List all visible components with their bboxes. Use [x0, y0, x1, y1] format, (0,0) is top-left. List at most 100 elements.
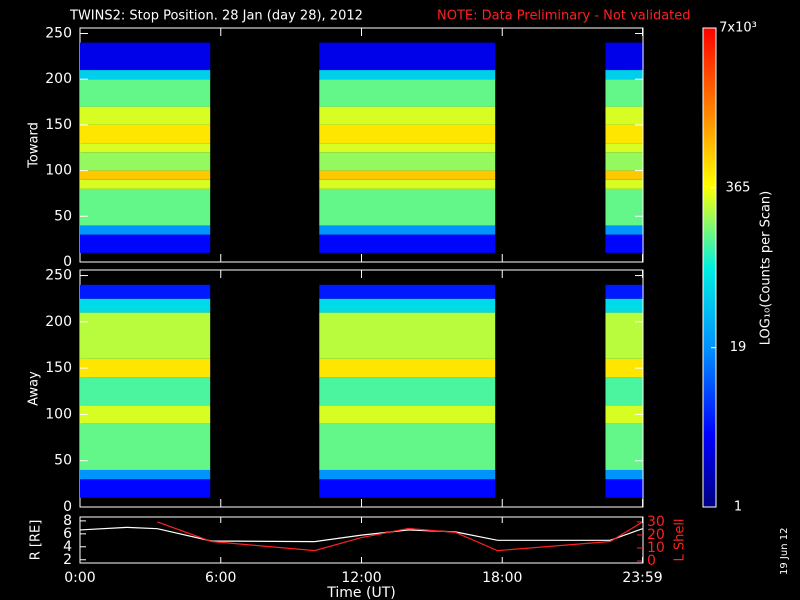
- spectrogram-cell: [605, 284, 643, 299]
- x-tick-label: 18:00: [482, 570, 522, 586]
- y-tick-label: 8: [63, 513, 72, 529]
- spectrogram-cell: [605, 423, 643, 470]
- y-axis-label: R [RE]: [29, 520, 44, 561]
- spectrogram-cell: [80, 79, 211, 107]
- spectrogram-cell: [319, 143, 496, 153]
- y-axis-label: Toward: [27, 122, 42, 169]
- y2-axis-label: L Shell: [673, 518, 688, 561]
- y2-tick-label: 10: [647, 540, 665, 556]
- y-tick-label: 150: [45, 117, 72, 133]
- x-axis-label: Time (UT): [326, 585, 395, 600]
- spectrogram-cell: [80, 143, 211, 153]
- spectrogram-cell: [605, 106, 643, 125]
- y-tick-label: 50: [54, 208, 72, 224]
- spectrogram-cell: [319, 179, 496, 189]
- spectrogram-cell: [319, 479, 496, 498]
- chart-title: TWINS2: Stop Position. 28 Jan (day 28), …: [69, 9, 363, 24]
- x-tick-label: 0:00: [64, 570, 95, 586]
- x-tick-label: 6:00: [205, 570, 236, 586]
- spectrogram-cell: [605, 225, 643, 235]
- y-tick-label: 50: [54, 453, 72, 469]
- y-tick-label: 100: [45, 163, 72, 179]
- spectrogram-cell: [319, 106, 496, 125]
- y-tick-label: 250: [45, 25, 72, 41]
- spectrogram-cell: [319, 312, 496, 359]
- spectrogram-cell: [605, 188, 643, 226]
- spectrogram-cell: [80, 70, 211, 80]
- spectrogram-cell: [80, 152, 211, 171]
- spectrogram-cell: [605, 170, 643, 180]
- date-stamp: 19 Jun 12: [779, 528, 790, 575]
- spectrogram-cell: [319, 234, 496, 253]
- spectrogram-cell: [605, 42, 643, 71]
- spectrogram-cell: [319, 298, 496, 313]
- spectrogram-cell: [319, 225, 496, 235]
- spectrogram-cell: [80, 423, 211, 470]
- spectrogram-cell: [319, 423, 496, 470]
- spectrogram-cell: [319, 284, 496, 299]
- spectrogram-cell: [319, 70, 496, 80]
- spectrogram-cell: [80, 298, 211, 313]
- spectrogram-cell: [605, 152, 643, 171]
- spectrogram-cell: [605, 143, 643, 153]
- colorbar-tick-label: 19: [730, 340, 747, 355]
- series-line: [157, 521, 643, 552]
- spectrogram-cell: [319, 152, 496, 171]
- y-tick-label: 250: [45, 268, 72, 284]
- spectrogram-cell: [605, 469, 643, 480]
- spectrogram-cell: [80, 234, 211, 253]
- spectrogram-cell: [80, 284, 211, 299]
- y-tick-label: 200: [45, 71, 72, 87]
- y-tick-label: 6: [63, 526, 72, 542]
- spectrogram-cell: [80, 405, 211, 424]
- spectrogram-cell: [80, 377, 211, 406]
- y2-tick-label: 20: [647, 527, 665, 543]
- spectrogram-cell: [605, 234, 643, 253]
- y2-tick-label: 0: [647, 553, 656, 569]
- y-tick-label: 0: [63, 499, 72, 515]
- x-tick-label: 23:59: [622, 570, 662, 586]
- y-tick-label: 2: [63, 552, 72, 568]
- y-axis-label: Away: [27, 371, 42, 406]
- spectrogram-cell: [80, 479, 211, 498]
- y-tick-label: 100: [45, 406, 72, 422]
- spectrogram-cell: [80, 312, 211, 359]
- spectrogram-cell: [319, 42, 496, 71]
- note: NOTE: Data Preliminary - Not validated: [437, 9, 691, 24]
- spectrogram-cell: [605, 377, 643, 406]
- spectrogram-cell: [80, 179, 211, 189]
- spectrogram-cell: [605, 312, 643, 359]
- spectrogram-cell: [319, 469, 496, 480]
- spectrogram-cell: [605, 358, 643, 378]
- colorbar-label: LOG₁₀(Counts per Scan): [759, 191, 774, 346]
- spectrogram-cell: [80, 188, 211, 226]
- spectrogram-cell: [80, 42, 211, 71]
- colorbar-tick-label: 1: [734, 500, 742, 515]
- y2-tick-label: 30: [647, 514, 665, 530]
- spectrogram-cell: [605, 124, 643, 144]
- spectrogram-cell: [80, 124, 211, 144]
- spectrogram-cell: [319, 358, 496, 378]
- y-tick-label: 4: [63, 539, 72, 555]
- spectrogram-cell: [80, 106, 211, 125]
- colorbar-tick-label: 7x10³: [719, 21, 757, 36]
- spectrogram-cell: [605, 179, 643, 189]
- spectrogram-cell: [319, 377, 496, 406]
- spectrogram-cell: [80, 225, 211, 235]
- spectrogram-cell: [605, 405, 643, 424]
- x-tick-label: 12:00: [341, 570, 381, 586]
- spectrogram-cell: [319, 170, 496, 180]
- spectrogram-cell: [319, 188, 496, 226]
- colorbar: [702, 27, 717, 508]
- spectrogram-cell: [605, 298, 643, 313]
- series-line: [79, 526, 643, 543]
- spectrogram-cell: [319, 124, 496, 144]
- spectrogram-cell: [605, 479, 643, 498]
- spectrogram-cell: [605, 70, 643, 80]
- spectrogram-cell: [319, 405, 496, 424]
- spectrogram-cell: [319, 79, 496, 107]
- spectrogram-cell: [80, 170, 211, 180]
- spectrogram-cell: [80, 469, 211, 480]
